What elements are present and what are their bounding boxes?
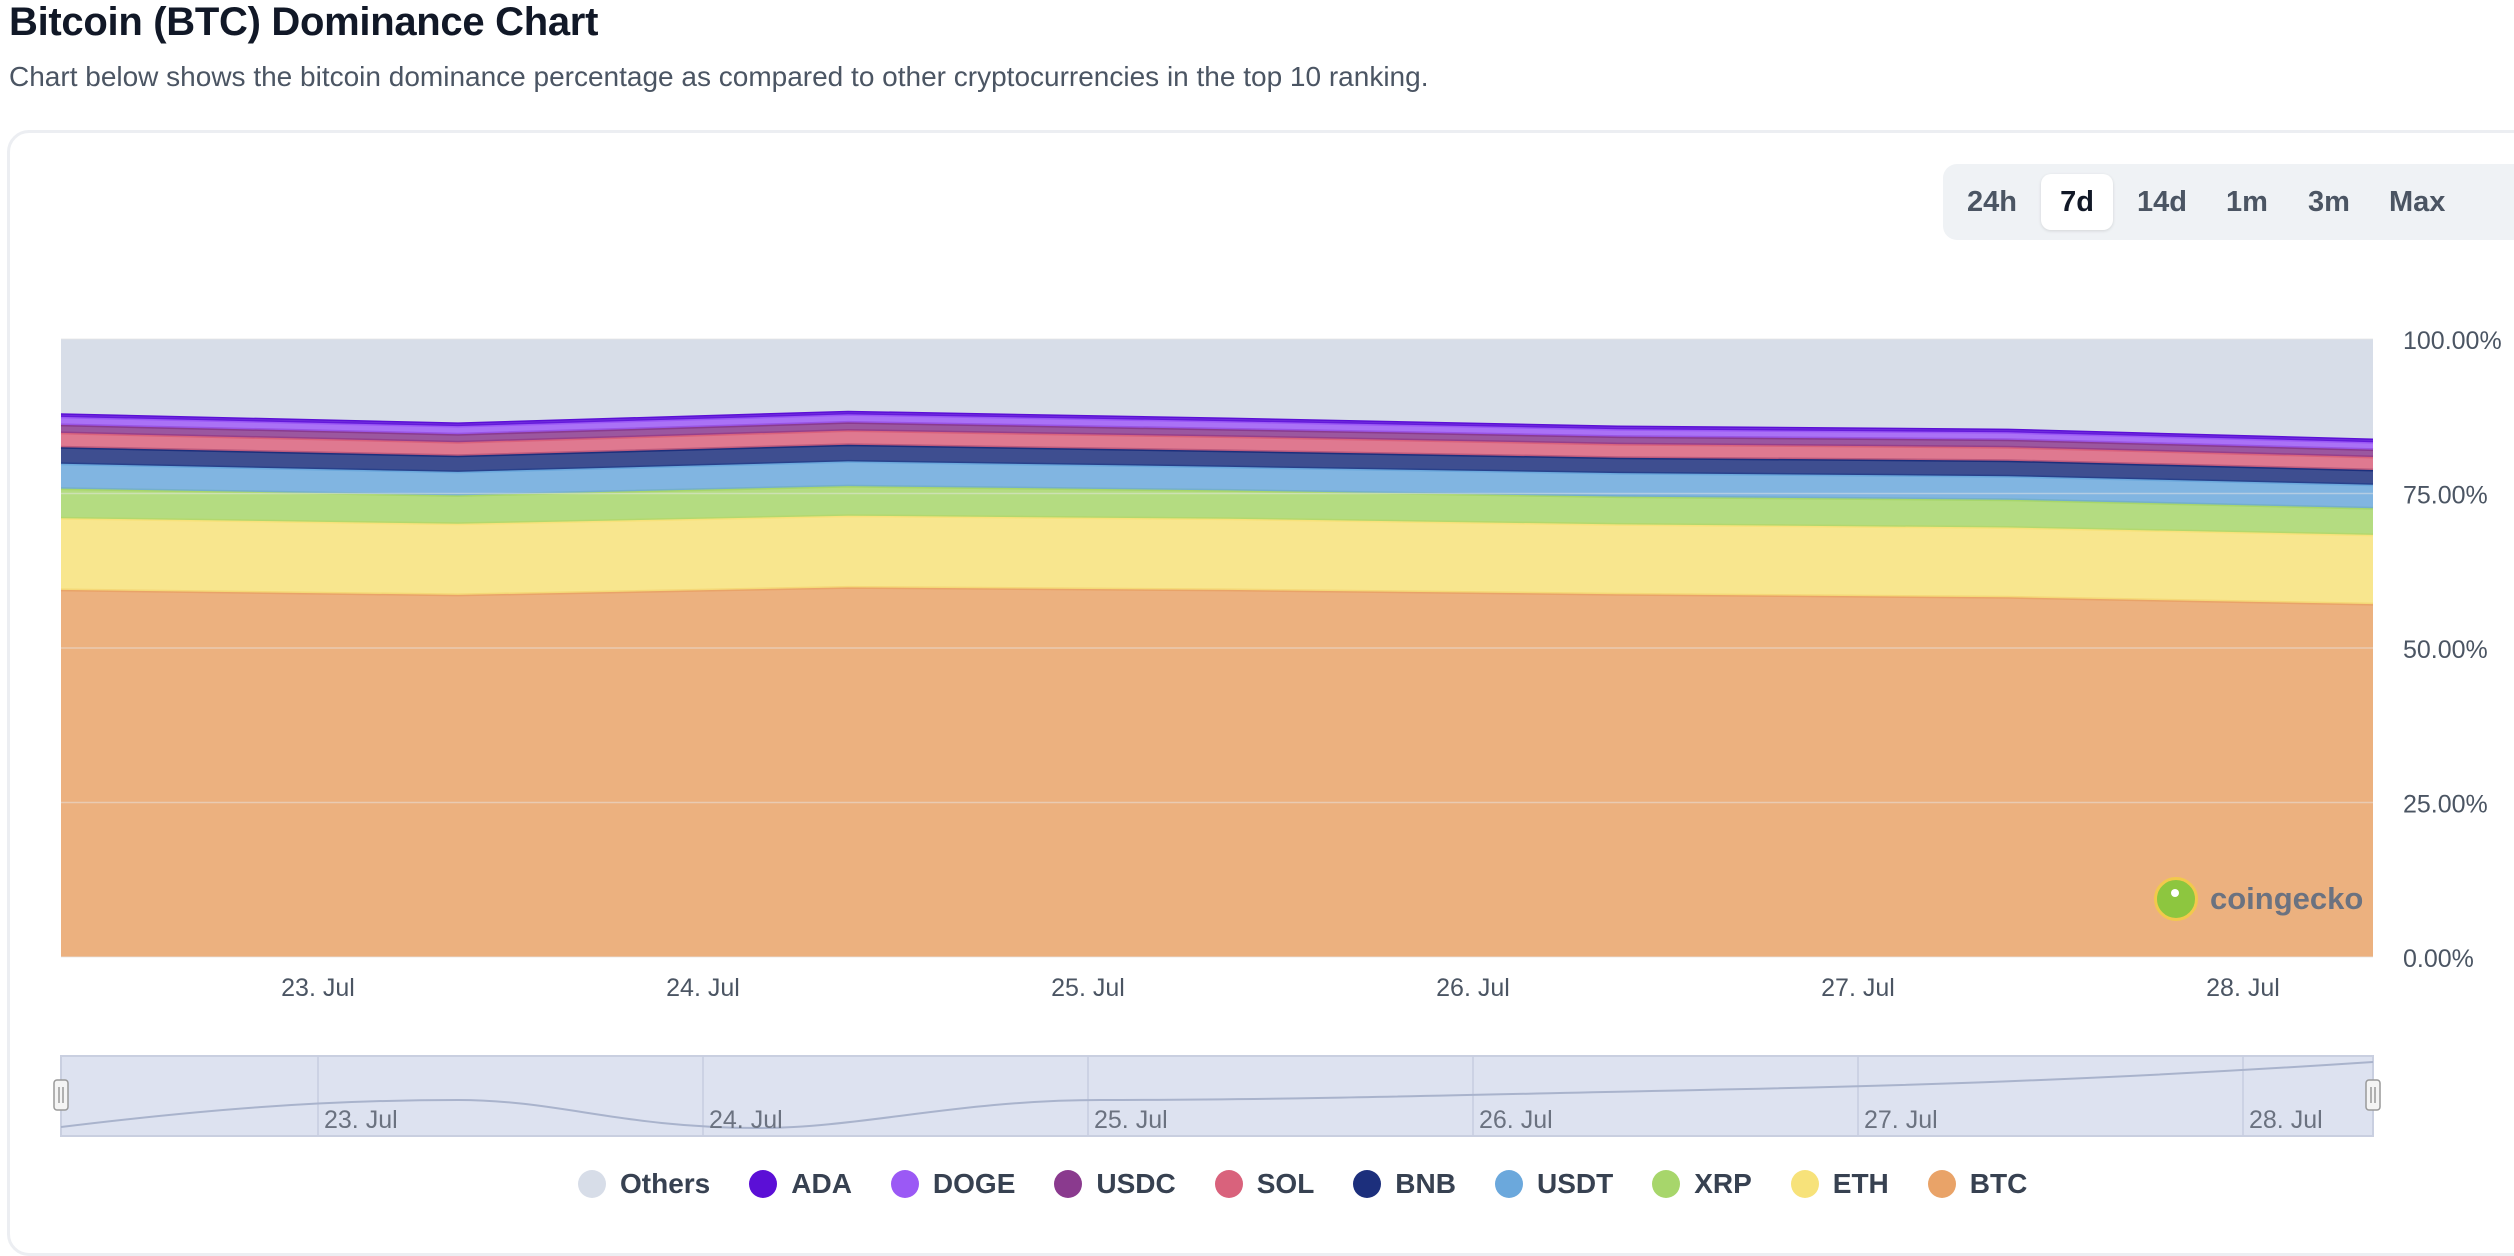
legend-swatch bbox=[1214, 1170, 1243, 1198]
area-others[interactable] bbox=[61, 339, 2373, 439]
navigator-tick-label: 26. Jul bbox=[1479, 1106, 1553, 1134]
legend-label: USDC bbox=[1096, 1168, 1176, 1199]
legend-label: BTC bbox=[1969, 1168, 2028, 1199]
legend-swatch bbox=[1652, 1170, 1681, 1198]
y-tick-label: 100.00% bbox=[2403, 327, 2502, 355]
legend-swatch bbox=[1054, 1170, 1083, 1198]
legend-item-sol[interactable]: SOL bbox=[1214, 1168, 1315, 1200]
legend-item-doge[interactable]: DOGE bbox=[890, 1168, 1016, 1200]
coingecko-watermark: coingecko bbox=[2154, 877, 2363, 921]
navigator-tick-label: 28. Jul bbox=[2249, 1106, 2323, 1134]
legend-swatch bbox=[749, 1170, 778, 1198]
x-tick-label: 23. Jul bbox=[281, 974, 355, 1002]
legend-label: USDT bbox=[1536, 1168, 1614, 1199]
area-sol[interactable] bbox=[61, 430, 2373, 471]
watermark-text: coingecko bbox=[2210, 881, 2364, 916]
legend-item-eth[interactable]: ETH bbox=[1790, 1168, 1889, 1200]
x-tick-label: 26. Jul bbox=[1436, 974, 1510, 1002]
legend-item-bnb[interactable]: BNB bbox=[1353, 1168, 1456, 1200]
legend-swatch bbox=[1790, 1170, 1819, 1198]
area-usdt[interactable] bbox=[61, 461, 2373, 509]
range-14d-button[interactable]: 14d bbox=[2136, 185, 2187, 218]
legend-item-usdc[interactable]: USDC bbox=[1054, 1168, 1176, 1200]
dominance-chart[interactable]: 100.00% 75.00% 50.00% 25.00% 0.00% 23. Jul 24.… bbox=[0, 0, 2514, 1204]
y-tick-label: 25.00% bbox=[2403, 791, 2488, 819]
range-24h-button[interactable]: 24h bbox=[1967, 185, 2017, 218]
navigator-tick-label: 24. Jul bbox=[709, 1106, 783, 1134]
area-doge[interactable] bbox=[61, 414, 2373, 450]
area-ada[interactable] bbox=[61, 410, 2373, 443]
x-tick-label: 25. Jul bbox=[1051, 974, 1125, 1002]
legend-label: DOGE bbox=[932, 1168, 1016, 1199]
legend-item-ada[interactable]: ADA bbox=[749, 1168, 852, 1200]
chart-legend: Others ADA DOGE USDC SOL BNB USDT XRP ETH BTC bbox=[578, 1164, 2066, 1204]
y-tick-label: 50.00% bbox=[2403, 636, 2488, 664]
area-bnb[interactable] bbox=[61, 444, 2373, 485]
time-range-selector: 24h 7d 14d 1m 3m Max bbox=[1943, 164, 2514, 240]
range-1m-button[interactable]: 1m bbox=[2226, 185, 2268, 218]
x-tick-label: 28. Jul bbox=[2206, 974, 2280, 1002]
y-tick-label: 0.00% bbox=[2403, 945, 2474, 973]
legend-swatch bbox=[1494, 1170, 1523, 1198]
legend-swatch bbox=[890, 1170, 919, 1198]
page-title: Bitcoin (BTC) Dominance Chart bbox=[9, 0, 599, 44]
y-tick-label: 75.00% bbox=[2403, 482, 2488, 510]
legend-label: XRP bbox=[1694, 1168, 1752, 1199]
area-usdc[interactable] bbox=[61, 422, 2373, 457]
legend-swatch bbox=[578, 1170, 606, 1198]
navigator-selection[interactable] bbox=[60, 1055, 2374, 1137]
legend-label: SOL bbox=[1256, 1168, 1315, 1199]
navigator-left-handle[interactable] bbox=[53, 1079, 69, 1111]
x-tick-label: 24. Jul bbox=[666, 974, 740, 1002]
legend-label: BNB bbox=[1395, 1168, 1456, 1199]
legend-item-others[interactable]: Others bbox=[578, 1168, 710, 1200]
legend-item-xrp[interactable]: XRP bbox=[1652, 1168, 1752, 1200]
legend-label: ADA bbox=[791, 1168, 852, 1199]
navigator-tick-label: 25. Jul bbox=[1094, 1106, 1168, 1134]
legend-swatch bbox=[1927, 1170, 1956, 1198]
range-7d-button[interactable]: 7d bbox=[2040, 174, 2113, 230]
legend-label: ETH bbox=[1832, 1168, 1889, 1199]
legend-item-btc[interactable]: BTC bbox=[1927, 1168, 2028, 1200]
area-eth[interactable] bbox=[61, 515, 2373, 605]
page-subtitle: Chart below shows the bitcoin dominance … bbox=[9, 61, 1429, 92]
navigator-tick-label: 27. Jul bbox=[1864, 1106, 1938, 1134]
range-3m-button[interactable]: 3m bbox=[2308, 185, 2350, 218]
legend-label: Others bbox=[620, 1168, 711, 1199]
legend-swatch bbox=[1353, 1170, 1382, 1198]
x-tick-label: 27. Jul bbox=[1821, 974, 1895, 1002]
navigator-tick-label: 23. Jul bbox=[324, 1106, 398, 1134]
navigator-series-line bbox=[60, 1061, 2374, 1130]
area-btc[interactable] bbox=[61, 587, 2373, 957]
coingecko-logo-icon bbox=[2154, 877, 2198, 921]
legend-item-usdt[interactable]: USDT bbox=[1494, 1168, 1614, 1200]
navigator-right-handle[interactable] bbox=[2365, 1079, 2381, 1111]
range-max-button[interactable]: Max bbox=[2388, 185, 2446, 218]
